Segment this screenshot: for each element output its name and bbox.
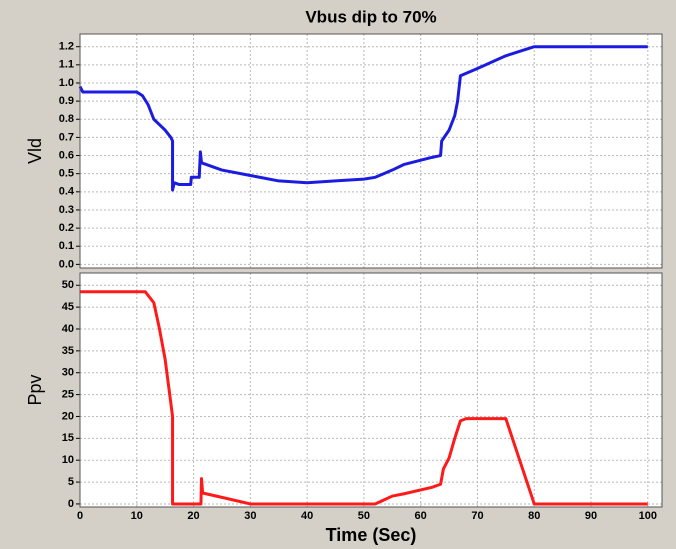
y-tick-label: 0.5 [59, 168, 74, 180]
y-tick-label: 50 [62, 279, 74, 291]
y-tick-label: 0.2 [59, 222, 74, 234]
plot-area [80, 273, 662, 507]
y-axis-label: Vld [25, 138, 45, 164]
y-tick-label: 0.9 [59, 95, 74, 107]
y-tick-label: 0.0 [59, 258, 74, 270]
x-tick-label: 30 [244, 510, 256, 522]
y-tick-label: 0.4 [59, 186, 75, 198]
x-axis-label: Time (Sec) [326, 525, 417, 545]
y-tick-label: 1.1 [59, 59, 74, 71]
plot-border [79, 272, 663, 508]
y-tick-label: 5 [68, 476, 74, 488]
y-tick-label: 0.1 [59, 240, 74, 252]
y-tick-label: 15 [62, 432, 74, 444]
y-tick-label: 0.6 [59, 149, 74, 161]
y-tick-label: 20 [62, 410, 74, 422]
y-tick-label: 0.8 [59, 113, 74, 125]
y-tick-label: 0.3 [59, 204, 74, 216]
x-tick-label: 10 [131, 510, 143, 522]
y-axis-label: Ppv [25, 374, 45, 405]
chart-title: Vbus dip to 70% [305, 7, 436, 26]
x-tick-label: 60 [415, 510, 427, 522]
plot-border [79, 33, 663, 269]
line [78, 45, 648, 192]
y-tick-label: 1.0 [59, 77, 74, 89]
y-tick-label: 25 [62, 388, 74, 400]
x-tick-label: 90 [585, 510, 597, 522]
x-tick-label: 100 [639, 510, 657, 522]
y-tick-label: 30 [62, 367, 74, 379]
plot-area [80, 34, 662, 268]
y-tick-label: 35 [62, 345, 74, 357]
y-tick-label: 0 [68, 498, 74, 510]
y-tick-label: 10 [62, 454, 74, 466]
x-tick-label: 0 [77, 510, 83, 522]
y-tick-label: 45 [62, 301, 74, 313]
y-tick-label: 40 [62, 323, 74, 335]
x-tick-label: 40 [301, 510, 313, 522]
y-tick-label: 1.2 [59, 41, 74, 53]
x-tick-label: 20 [187, 510, 199, 522]
x-tick-label: 50 [358, 510, 370, 522]
y-tick-label: 0.7 [59, 131, 74, 143]
x-tick-label: 70 [471, 510, 483, 522]
x-tick-label: 80 [528, 510, 540, 522]
line [80, 290, 648, 506]
